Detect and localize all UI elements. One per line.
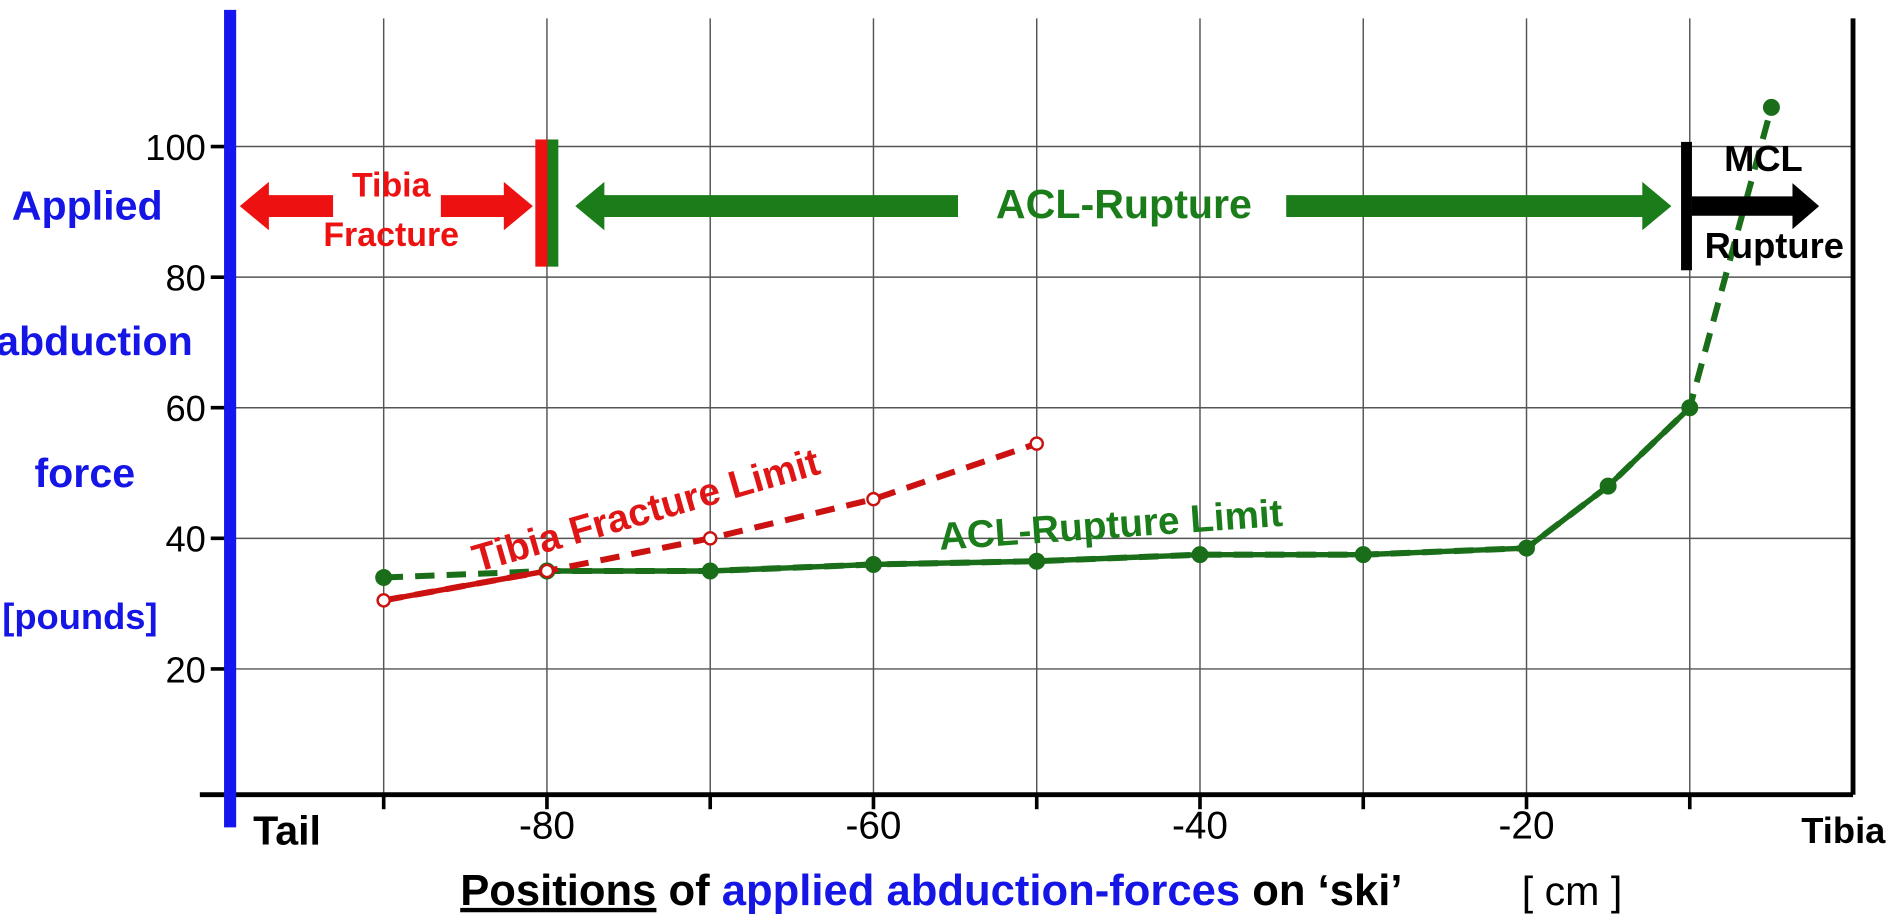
point <box>866 491 881 507</box>
y-label: force <box>34 450 135 496</box>
grid <box>230 18 1854 795</box>
point <box>1191 546 1209 564</box>
y-tick-label: 60 <box>165 388 205 429</box>
divider <box>535 139 548 267</box>
arrow <box>1286 181 1672 231</box>
point <box>702 531 718 546</box>
x-label-part: applied abduction-forces <box>722 867 1240 915</box>
y-label: [pounds] <box>2 596 157 637</box>
point <box>375 569 393 586</box>
point <box>1354 546 1372 564</box>
y-label: abduction <box>0 318 193 364</box>
annotation: Fracture <box>323 216 459 254</box>
point <box>1029 436 1044 451</box>
point <box>864 555 882 573</box>
arrow <box>1691 183 1820 230</box>
annotation: MCL <box>1724 138 1803 179</box>
y-tick-label: 40 <box>165 519 205 560</box>
arrow <box>575 181 959 231</box>
x-label-part: of <box>656 867 721 915</box>
point <box>1028 552 1046 570</box>
arrow <box>440 181 533 231</box>
x-label: Positions of applied abduction-forces on… <box>460 867 1402 915</box>
x-unit: [ cm ] <box>1522 868 1623 914</box>
solid-segment <box>383 568 548 604</box>
arrow <box>239 181 334 231</box>
point <box>539 563 555 579</box>
x-tick-label: -20 <box>1499 804 1555 847</box>
x-end-label: Tibia <box>1801 810 1886 851</box>
point <box>1681 399 1699 417</box>
y-tick-label: 20 <box>165 649 205 690</box>
x-label-part: Positions <box>460 867 656 915</box>
y-tick-label: 80 <box>165 257 205 298</box>
point <box>1518 539 1535 557</box>
annotations: Tibia Fracture ACL-Rupture MCL Rupture <box>239 138 1844 271</box>
divider <box>1681 141 1692 271</box>
series-label: Tibia Fracture Limit <box>468 441 825 581</box>
y-tick-label: 100 <box>145 127 206 168</box>
x-label-part: on ‘ski’ <box>1240 867 1402 915</box>
series-label: ACL-Rupture Limit <box>937 492 1284 559</box>
point <box>1599 477 1617 495</box>
point <box>376 593 391 608</box>
x-tick-label: -60 <box>845 804 901 847</box>
point <box>1762 98 1780 116</box>
divider <box>547 139 559 267</box>
point <box>701 562 719 580</box>
annotation: Tibia <box>352 166 432 204</box>
y-label: Applied <box>12 182 163 228</box>
x-tick-label: -40 <box>1172 804 1228 847</box>
annotation: Rupture <box>1705 225 1844 266</box>
x-tick-label: -80 <box>519 804 575 847</box>
x-end-label: Tail <box>253 807 321 853</box>
annotation: ACL-Rupture <box>996 181 1252 227</box>
